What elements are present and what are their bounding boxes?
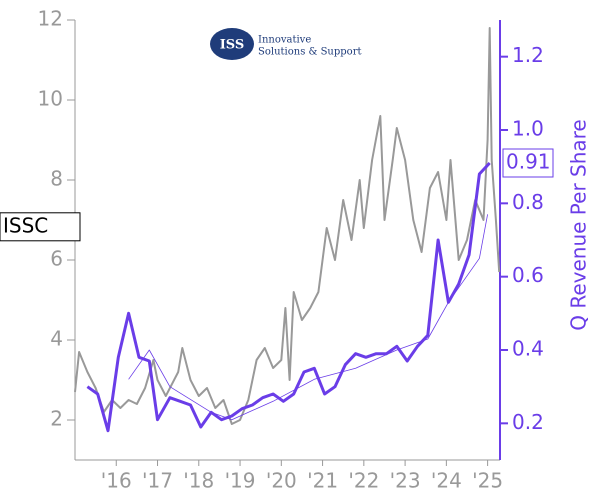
logo-line: Innovative xyxy=(258,35,311,46)
y2-tick-label: 0.6 xyxy=(512,263,544,287)
y-tick-label: 12 xyxy=(38,7,63,31)
x-tick-label: '19 xyxy=(225,469,256,493)
x-tick-label: '22 xyxy=(348,469,379,493)
y-tick-label: 8 xyxy=(50,167,63,191)
x-tick-label: '24 xyxy=(431,469,462,493)
x-tick-label: '25 xyxy=(472,469,503,493)
x-tick-label: '18 xyxy=(183,469,214,493)
ticker-box xyxy=(0,212,81,242)
series-line xyxy=(74,27,501,425)
y-tick-label: 10 xyxy=(38,87,63,111)
value-label: 0.91 xyxy=(506,150,551,174)
value-box xyxy=(502,148,554,178)
series-line xyxy=(128,214,488,421)
logo-letters: ISS xyxy=(220,38,245,53)
logo: ISS Innovative Solutions & Support xyxy=(210,28,362,60)
x-tick-label: '21 xyxy=(307,469,338,493)
y-tick-label: 6 xyxy=(50,247,63,271)
y2-tick-label: 1.0 xyxy=(512,117,544,141)
y2-tick-label: 0.2 xyxy=(512,410,544,434)
x-tick-label: '16 xyxy=(101,469,132,493)
x-tick-label: '17 xyxy=(142,469,173,493)
y-tick-label: 2 xyxy=(50,407,63,431)
y2-tick-label: 1.2 xyxy=(512,43,544,67)
logo-mark xyxy=(210,28,254,60)
ticker-label: ISSC xyxy=(3,213,48,237)
x-tick-label: '23 xyxy=(390,469,421,493)
x-tick-label: '20 xyxy=(266,469,297,493)
y2-tick-label: 0.4 xyxy=(512,337,544,361)
series-line xyxy=(86,161,491,433)
y-tick-label: 4 xyxy=(50,327,63,351)
y2-tick-label: 0.8 xyxy=(512,190,544,214)
logo-line: Solutions & Support xyxy=(258,47,362,58)
y2-axis-label: Q Revenue Per Share xyxy=(567,119,591,331)
